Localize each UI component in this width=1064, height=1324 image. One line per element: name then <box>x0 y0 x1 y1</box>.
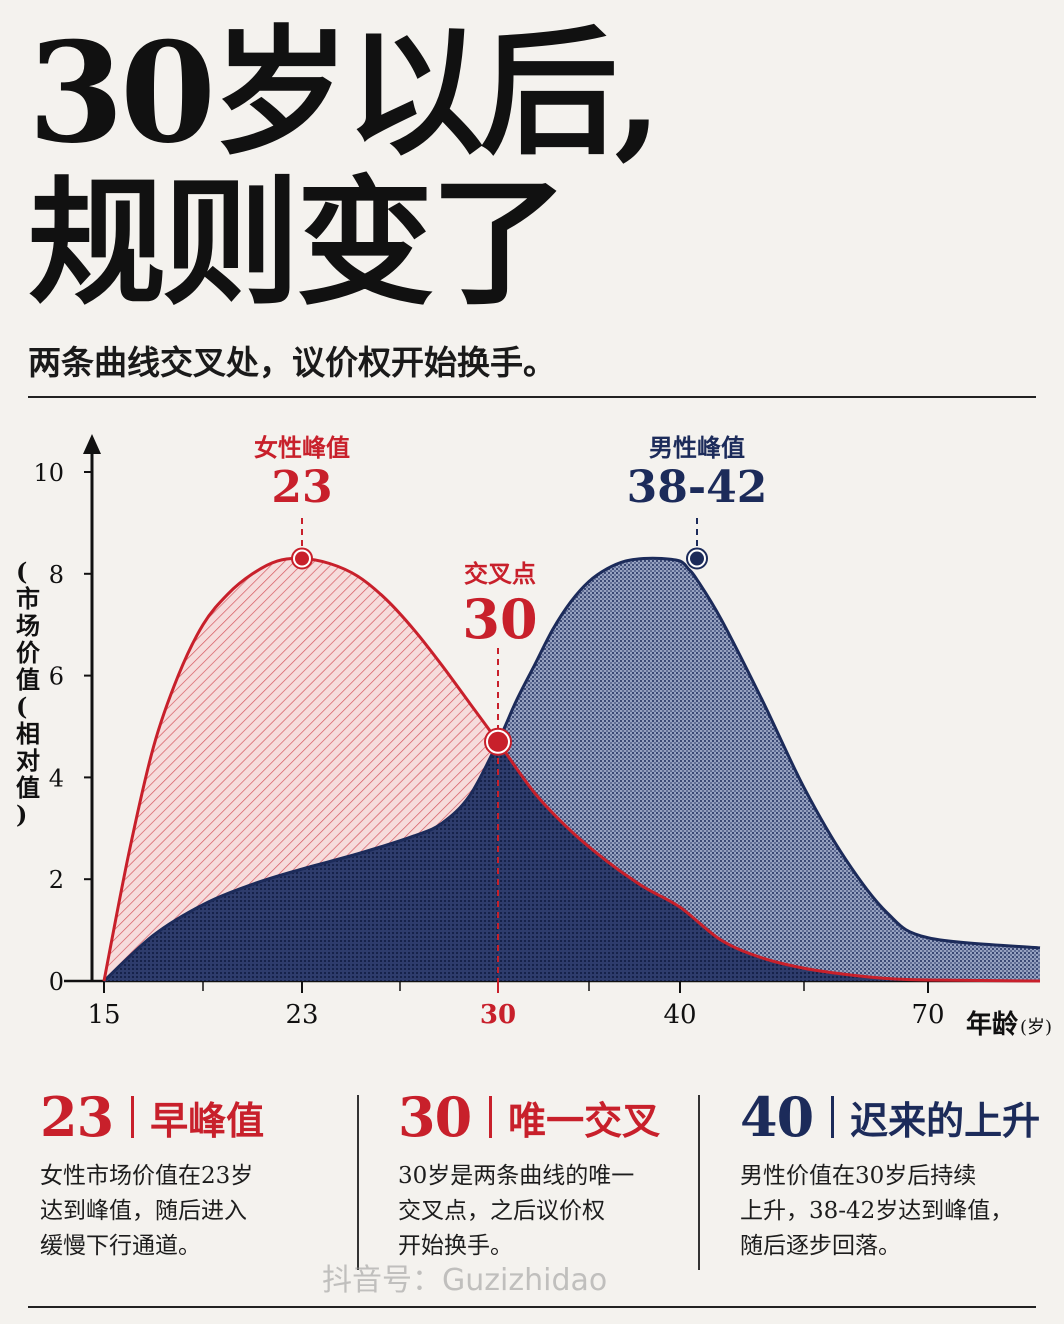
x-tick-label: 23 <box>285 1000 318 1030</box>
annotation-label: 女性峰值 <box>254 433 350 462</box>
annotation-value: 23 <box>271 462 332 513</box>
y-tick-label: 8 <box>49 561 64 589</box>
card-line: 女性市场价值在23岁 <box>40 1163 254 1189</box>
card-description: 男性价值在30岁后持续 上升，38-42岁达到峰值， 随后逐步回落。 <box>740 1159 1060 1264</box>
card-line: 开始换手。 <box>398 1233 513 1259</box>
card-line: 上升，38-42岁达到峰值， <box>740 1198 1014 1224</box>
card-line: 缓慢下行通道。 <box>40 1233 201 1259</box>
card-divider <box>698 1095 700 1270</box>
female-curve <box>102 556 1041 983</box>
card-label: 唯一交叉 <box>508 1097 661 1143</box>
card-description: 30岁是两条曲线的唯一 交叉点，之后议价权 开始换手。 <box>398 1159 718 1264</box>
card-line: 男性价值在30岁后持续 <box>740 1163 977 1189</box>
card-female-peak: 23 早峰值 女性市场价值在23岁 达到峰值，随后进入 缓慢下行通道。 <box>40 1085 360 1264</box>
x-tick-label: 15 <box>87 1000 120 1030</box>
card-separator <box>831 1096 835 1138</box>
card-line: 达到峰值，随后进入 <box>40 1198 247 1224</box>
card-separator <box>489 1096 493 1138</box>
card-separator <box>131 1096 135 1138</box>
card-description: 女性市场价值在23岁 达到峰值，随后进入 缓慢下行通道。 <box>40 1159 360 1264</box>
y-tick-label: 10 <box>33 459 64 487</box>
title-line-2: 规则变了 <box>28 161 568 324</box>
axis-labels: 0 2 4 6 8 10 15 23 30 40 70 (市场价值(相对值) 年龄 (岁) <box>16 459 1052 1040</box>
card-male-rise: 40 迟来的上升 男性价值在30岁后持续 上升，38-42岁达到峰值， 随后逐步… <box>740 1085 1060 1264</box>
card-label: 迟来的上升 <box>850 1097 1041 1143</box>
y-axis-title: (市场价值(相对值) <box>16 557 41 829</box>
annotation-marker <box>295 551 309 566</box>
annotation-label: 男性峰值 <box>649 433 745 462</box>
card-line: 随后逐步回落。 <box>740 1233 901 1259</box>
annotation-marker <box>690 551 704 566</box>
card-cross-point: 30 唯一交叉 30岁是两条曲线的唯一 交叉点，之后议价权 开始换手。 <box>398 1085 718 1264</box>
annotation-label: 交叉点 <box>464 559 536 588</box>
summary-cards: 23 早峰值 女性市场价值在23岁 达到峰值，随后进入 缓慢下行通道。 30 唯… <box>0 1085 1064 1285</box>
card-line: 30岁是两条曲线的唯一 <box>398 1163 635 1189</box>
page-subtitle: 两条曲线交叉处，议价权开始换手。 <box>28 343 556 382</box>
title-line-1: 30岁以后, <box>28 11 662 174</box>
bottom-divider <box>28 1306 1036 1308</box>
top-divider <box>28 396 1036 398</box>
series-areas <box>102 556 1041 983</box>
y-tick-label: 2 <box>49 866 64 894</box>
card-line: 交叉点，之后议价权 <box>398 1198 605 1224</box>
annotation-value: 30 <box>462 587 537 651</box>
card-label: 早峰值 <box>150 1097 265 1143</box>
x-axis-title: 年龄 <box>966 1009 1019 1040</box>
y-tick-label: 6 <box>49 663 64 691</box>
y-tick-label: 4 <box>49 764 64 792</box>
annotation-value: 38-42 <box>627 462 768 513</box>
y-tick-label: 0 <box>49 968 64 996</box>
annotation-marker <box>488 731 508 752</box>
x-tick-label: 40 <box>663 1000 696 1030</box>
x-axis-unit: (岁) <box>1020 1017 1052 1038</box>
card-number: 40 <box>740 1085 814 1149</box>
x-tick-label: 30 <box>480 1000 516 1030</box>
card-divider <box>357 1095 359 1270</box>
male-curve <box>102 556 1041 983</box>
page-title: 30岁以后, 规则变了 <box>28 11 662 324</box>
y-axis-arrow <box>83 434 101 454</box>
card-number: 23 <box>40 1085 114 1149</box>
watermark: 抖音号：Guzizhidao <box>322 1263 608 1298</box>
x-tick-label: 70 <box>911 1000 944 1030</box>
card-number: 30 <box>398 1085 472 1149</box>
